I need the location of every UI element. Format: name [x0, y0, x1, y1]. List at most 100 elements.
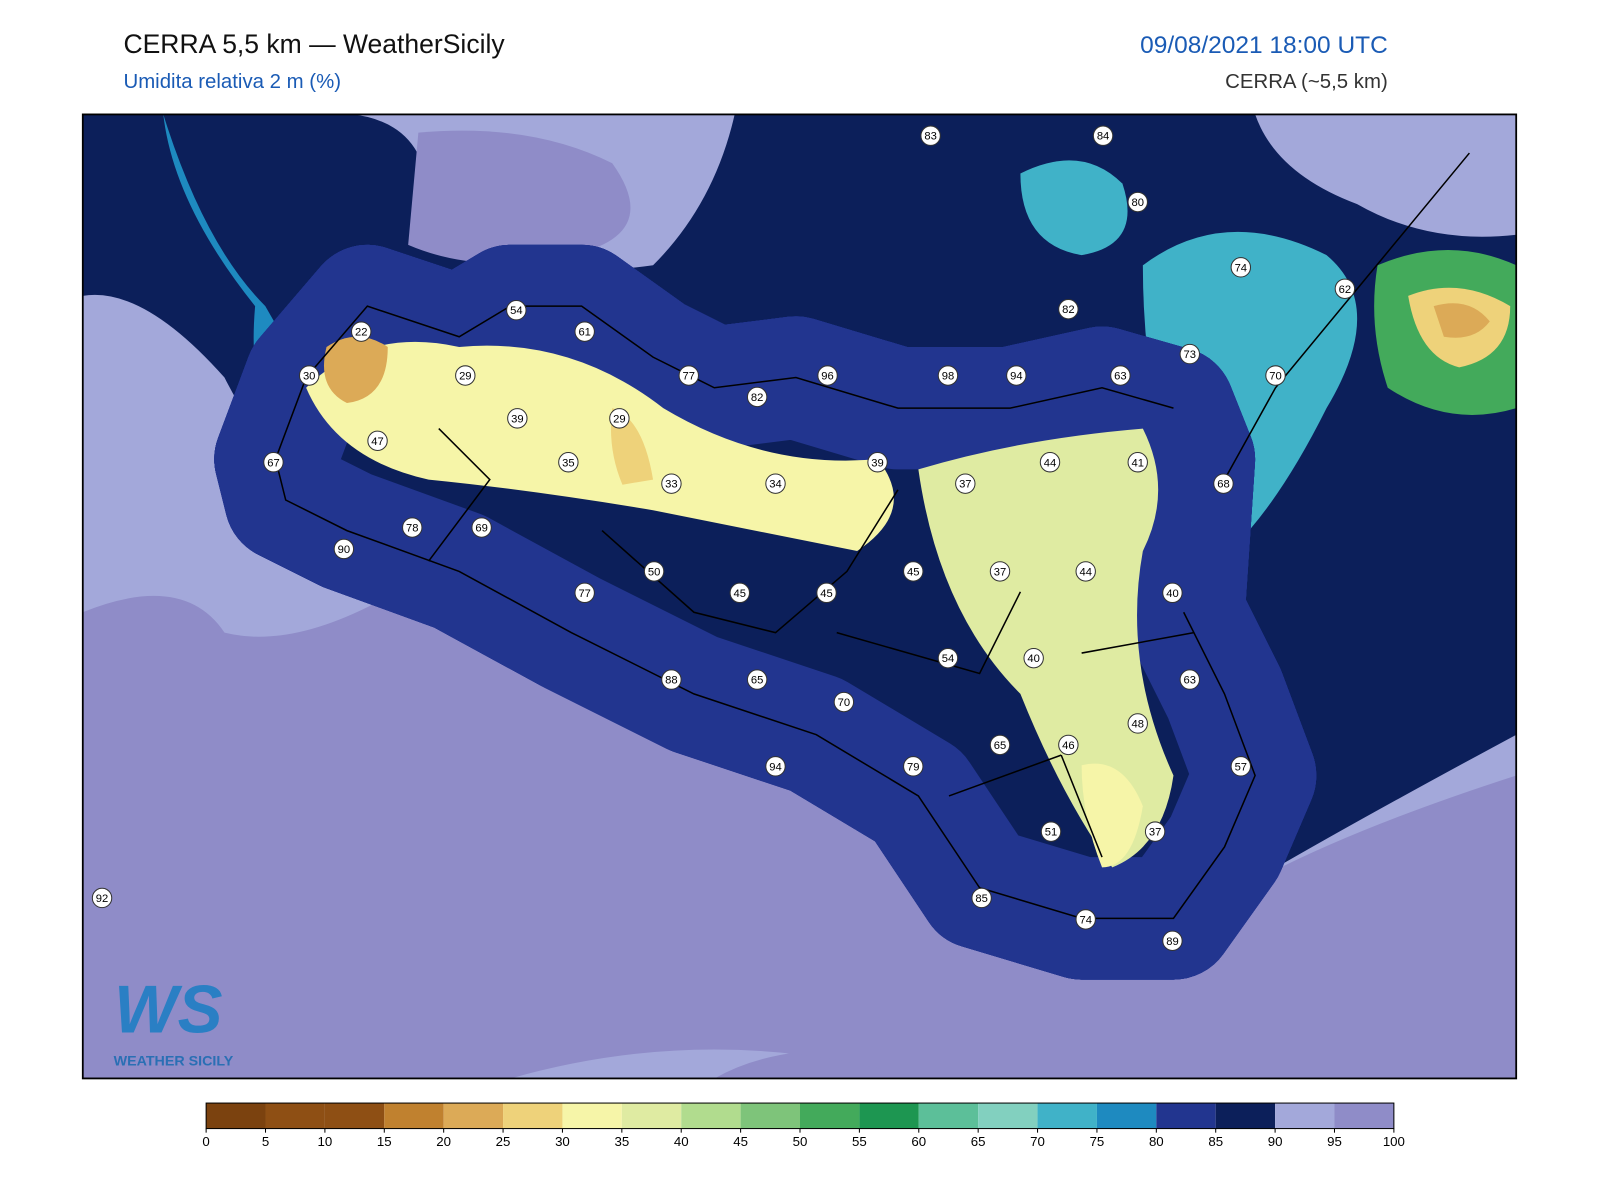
station-marker	[765, 756, 786, 777]
station-value: 47	[371, 436, 383, 448]
colorbar-bin	[562, 1103, 622, 1129]
station-marker	[746, 669, 768, 690]
station-value: 45	[820, 588, 832, 600]
colorbar-tick-label: 40	[674, 1134, 689, 1149]
station-value: 48	[1132, 718, 1144, 730]
station-marker	[833, 691, 855, 713]
station-marker	[1334, 278, 1356, 299]
station-marker	[989, 734, 1011, 756]
station-marker	[1058, 298, 1079, 320]
station-value: 96	[821, 371, 833, 383]
station-marker	[351, 321, 372, 342]
station-marker	[367, 430, 388, 452]
station-value: 73	[1184, 349, 1196, 361]
station-value: 69	[475, 523, 487, 535]
station-value: 29	[613, 413, 625, 425]
station-marker	[661, 473, 682, 494]
colorbar-bin	[859, 1103, 919, 1129]
station-marker	[1230, 756, 1252, 777]
station-marker	[955, 473, 976, 494]
colorbar-tick-label: 50	[793, 1134, 808, 1149]
model-label: CERRA (~5,5 km)	[1225, 71, 1388, 93]
station-marker	[402, 517, 423, 538]
station-value: 82	[751, 392, 763, 404]
station-value: 39	[871, 457, 883, 469]
station-marker	[574, 321, 595, 342]
colorbar-tick-label: 100	[1383, 1134, 1405, 1149]
station-value: 74	[1079, 914, 1091, 926]
station-value: 45	[907, 566, 919, 578]
colorbar-bin	[1334, 1103, 1394, 1129]
station-marker	[1092, 125, 1114, 146]
colorbar-tick-label: 60	[911, 1134, 926, 1149]
station-value: 94	[769, 761, 781, 773]
station-value: 62	[1339, 284, 1351, 296]
station-value: 94	[1010, 371, 1022, 383]
station-value: 29	[459, 371, 471, 383]
logo-text: WEATHER SICILY	[114, 1053, 234, 1069]
station-marker	[1006, 365, 1027, 386]
station-marker	[1039, 452, 1061, 473]
station-marker	[1110, 365, 1131, 386]
station-marker	[1162, 930, 1183, 952]
station-value: 63	[1114, 371, 1126, 383]
station-value: 40	[1027, 653, 1039, 665]
colorbar-tick-label: 0	[202, 1134, 209, 1149]
colorbar-tick-label: 80	[1149, 1134, 1164, 1149]
stations: 83 84 80 74 62 82 73 70 54 61 22 30 29 77 82 96 98 94 63 39…	[91, 125, 1356, 952]
station-value: 41	[1132, 457, 1144, 469]
station-value: 90	[338, 544, 350, 556]
station-marker	[937, 647, 959, 669]
station-value: 61	[578, 327, 590, 339]
station-value: 92	[96, 893, 108, 905]
colorbar-bin	[1156, 1103, 1216, 1129]
station-marker	[506, 300, 527, 321]
colorbar-tick-label: 45	[733, 1134, 748, 1149]
station-marker	[1162, 582, 1183, 604]
colorbar-tick-label: 90	[1268, 1134, 1283, 1149]
station-marker	[920, 125, 941, 146]
station-marker	[989, 561, 1011, 582]
station-marker	[91, 887, 113, 909]
station-value: 77	[683, 371, 695, 383]
station-marker	[643, 561, 665, 582]
station-marker	[1213, 473, 1234, 494]
colorbar-tick-label: 10	[318, 1134, 333, 1149]
station-marker	[1127, 452, 1148, 473]
station-marker	[471, 517, 492, 538]
colorbar-bin	[800, 1103, 860, 1129]
station-value: 57	[1235, 761, 1247, 773]
colorbar-bin	[503, 1103, 563, 1129]
colorbar-tick-label: 30	[555, 1134, 570, 1149]
station-value: 30	[303, 371, 315, 383]
station-marker	[746, 386, 768, 408]
station-value: 37	[1149, 827, 1161, 839]
station-marker	[333, 538, 355, 560]
station-value: 70	[1269, 371, 1281, 383]
station-marker	[817, 365, 838, 386]
station-marker	[971, 887, 992, 909]
station-value: 89	[1166, 936, 1178, 948]
station-marker	[1075, 561, 1096, 582]
colorbar: 0 5 10 15 20 25 30 35 40 45 50 55 60 65 70 75 80 85 90 95 10…	[202, 1102, 1405, 1149]
station-marker	[1023, 647, 1044, 669]
station-marker	[1144, 821, 1166, 842]
station-marker	[1230, 257, 1252, 278]
station-value: 35	[562, 457, 574, 469]
colorbar-bin	[384, 1103, 444, 1129]
logo-mark: WS	[114, 973, 223, 1048]
colorbar-tick-label: 85	[1208, 1134, 1223, 1149]
colorbar-tick-label: 95	[1327, 1134, 1342, 1149]
station-value: 63	[1184, 675, 1196, 687]
station-value: 45	[734, 588, 746, 600]
station-marker	[455, 365, 476, 386]
station-value: 83	[924, 131, 936, 143]
colorbar-bin	[681, 1103, 741, 1129]
station-marker	[298, 365, 320, 386]
station-value: 50	[648, 566, 660, 578]
station-value: 46	[1062, 740, 1074, 752]
station-value: 68	[1217, 479, 1229, 491]
station-value: 88	[665, 675, 677, 687]
